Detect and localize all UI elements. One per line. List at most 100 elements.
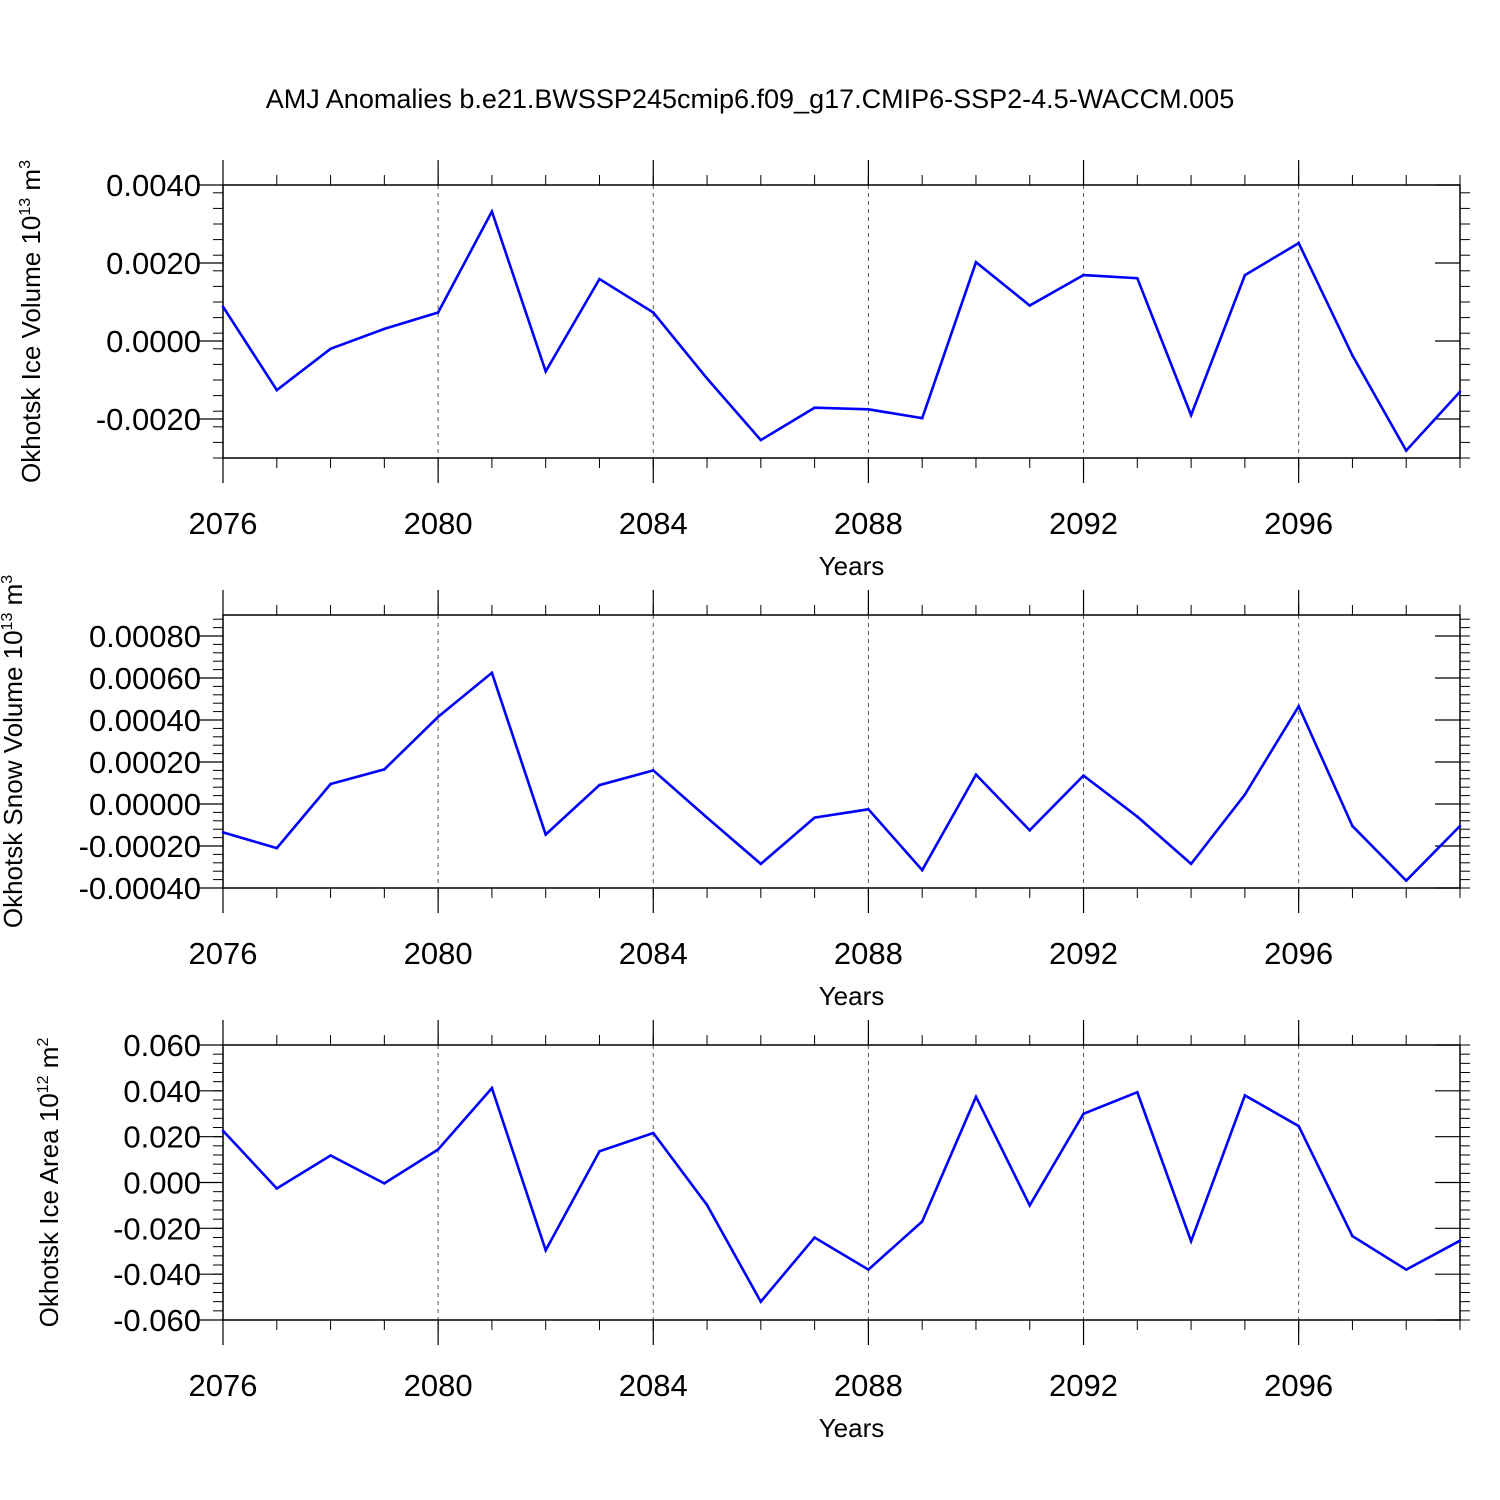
x-tick-label: 2080 <box>404 1368 473 1403</box>
data-point <box>544 833 547 836</box>
y-tick-label: 0.0020 <box>106 246 201 281</box>
data-point <box>1243 1094 1247 1097</box>
data-point <box>1189 862 1193 866</box>
data-point <box>1404 449 1408 452</box>
x-axis-label: Years <box>819 1413 885 1443</box>
data-point <box>329 782 332 786</box>
data-point <box>759 438 763 442</box>
x-axis-label: Years <box>819 981 885 1011</box>
data-point <box>490 1086 494 1090</box>
y-axis-unit-name: m <box>16 169 46 198</box>
data-point <box>1297 705 1300 708</box>
data-point <box>598 1150 601 1153</box>
x-tick-label: 2076 <box>189 936 258 971</box>
x-tick-label: 2084 <box>619 506 688 541</box>
data-point <box>275 846 279 850</box>
data-point <box>1351 354 1354 357</box>
y-axis-unit-power: 3 <box>0 575 16 584</box>
x-tick-label: 2076 <box>189 506 258 541</box>
y-axis-unit-exponent: 13 <box>0 613 16 631</box>
data-point <box>759 1300 763 1303</box>
y-tick-label: -0.060 <box>113 1303 201 1338</box>
y-axis-label: Okhotsk Snow Volume 1013 m3 <box>0 575 28 928</box>
plot-frame <box>222 614 1461 889</box>
data-point <box>813 406 816 409</box>
data-point <box>221 831 225 834</box>
x-tick-label: 2096 <box>1264 1368 1333 1403</box>
data-point <box>1458 824 1462 828</box>
data-point <box>1351 1234 1354 1238</box>
data-point <box>1082 1112 1085 1116</box>
data-point <box>383 327 386 331</box>
data-point <box>1082 273 1085 277</box>
data-point <box>920 416 924 420</box>
x-tick-label: 2096 <box>1264 506 1333 541</box>
data-point <box>1136 276 1139 280</box>
data-point <box>1458 390 1462 394</box>
y-tick-label: 0.00060 <box>89 661 201 696</box>
data-point <box>544 1249 547 1252</box>
plot-frame <box>222 184 1461 459</box>
data-point <box>1028 1204 1032 1207</box>
data-point <box>705 377 709 380</box>
y-tick-label: 0.040 <box>123 1074 201 1109</box>
data-point <box>1404 1268 1408 1271</box>
y-axis-unit-name: m <box>0 584 28 613</box>
x-tick-label: 2084 <box>619 1368 688 1403</box>
y-axis-unit-name: m <box>34 1047 64 1076</box>
plot-frame <box>222 1044 1461 1321</box>
y-tick-label: 0.020 <box>123 1120 201 1155</box>
data-point <box>436 311 440 314</box>
data-point <box>598 277 601 281</box>
y-tick-label: 0.000 <box>123 1166 201 1201</box>
x-tick-label: 2088 <box>834 936 903 971</box>
y-tick-label: 0.00040 <box>89 703 201 738</box>
data-point <box>1458 1239 1462 1243</box>
data-point <box>275 388 279 392</box>
data-point <box>867 807 870 811</box>
y-tick-label: 0.0000 <box>106 324 201 359</box>
data-point <box>920 1220 924 1223</box>
x-tick-label: 2088 <box>834 506 903 541</box>
y-tick-label: -0.040 <box>113 1257 201 1292</box>
data-point <box>1136 815 1139 818</box>
data-point <box>275 1187 279 1190</box>
data-point <box>490 671 494 675</box>
data-point <box>974 773 978 776</box>
y-axis-label: Okhotsk Ice Area 1012 m2 <box>34 1038 64 1328</box>
y-tick-label: -0.00020 <box>79 829 201 864</box>
data-point <box>920 868 924 872</box>
series-line <box>222 670 1461 883</box>
data-point <box>1082 774 1085 777</box>
y-axis-label-text: Okhotsk Ice Area 10 <box>34 1093 64 1327</box>
data-point <box>598 783 601 787</box>
data-point <box>651 311 655 314</box>
data-point <box>974 1095 978 1099</box>
y-axis-label: Okhotsk Ice Volume 1013 m3 <box>16 160 46 483</box>
y-tick-label: 0.00020 <box>89 745 201 780</box>
data-point <box>1189 1239 1193 1243</box>
data-point <box>1028 304 1032 307</box>
x-tick-label: 2088 <box>834 1368 903 1403</box>
x-tick-label: 2076 <box>189 1368 258 1403</box>
data-point <box>436 715 440 719</box>
data-point <box>436 1148 440 1151</box>
data-point <box>490 210 494 213</box>
x-tick-label: 2084 <box>619 936 688 971</box>
data-point <box>705 1203 709 1207</box>
data-point <box>544 370 547 373</box>
x-tick-label: 2092 <box>1049 506 1118 541</box>
y-axis-unit-power: 2 <box>35 1038 52 1047</box>
y-tick-label: 0.060 <box>123 1028 201 1063</box>
y-tick-label: 0.00080 <box>89 619 201 654</box>
y-axis-label-text: Okhotsk Snow Volume 10 <box>0 630 28 928</box>
data-point <box>1404 879 1408 882</box>
data-point <box>867 1268 870 1271</box>
data-point <box>705 816 709 819</box>
y-tick-label: 0.00000 <box>89 787 201 822</box>
data-point <box>221 305 225 308</box>
series-line <box>222 1085 1461 1304</box>
x-tick-label: 2092 <box>1049 936 1118 971</box>
data-point <box>651 769 655 772</box>
